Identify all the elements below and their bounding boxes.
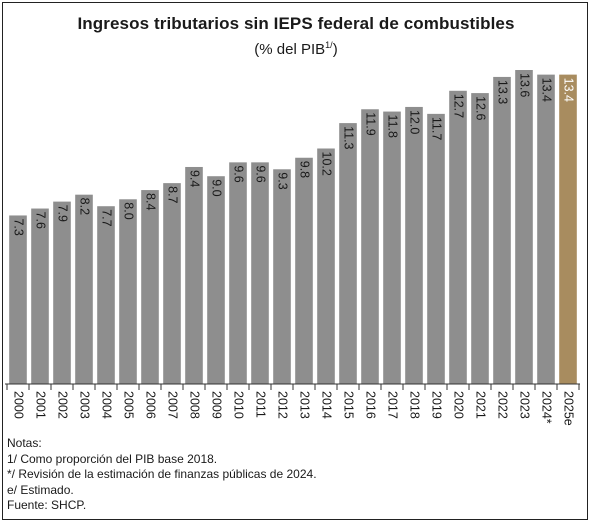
chart-title: Ingresos tributarios sin IEPS federal de… bbox=[77, 14, 515, 33]
subtitle-footnote-mark: 1/ bbox=[325, 40, 333, 50]
x-tick-label-2000: 2000 bbox=[12, 391, 26, 419]
data-label-2000: 7.3 bbox=[12, 218, 26, 235]
bar-2024* bbox=[537, 74, 555, 385]
x-tick-label-2021: 2021 bbox=[474, 391, 488, 419]
x-tick-label-2012: 2012 bbox=[276, 391, 290, 419]
data-label-2015: 11.3 bbox=[342, 126, 356, 149]
bar-2021 bbox=[471, 93, 489, 384]
x-tick-label-2013: 2013 bbox=[298, 391, 312, 419]
x-tick-label-2015: 2015 bbox=[342, 391, 356, 419]
data-label-2012: 9.3 bbox=[276, 172, 290, 189]
bar-2000 bbox=[9, 215, 27, 384]
x-tick-label-2006: 2006 bbox=[144, 391, 158, 419]
bar-2012 bbox=[273, 169, 291, 384]
chart-notes: Notas: 1/ Como proporción del PIB base 2… bbox=[7, 436, 317, 514]
data-label-2001: 7.6 bbox=[34, 212, 48, 229]
x-tick-label-2004: 2004 bbox=[100, 391, 114, 419]
data-label-2013: 9.8 bbox=[298, 161, 312, 178]
x-tick-label-2011: 2011 bbox=[254, 391, 268, 418]
bar-2004 bbox=[97, 206, 115, 384]
x-tick-label-2023: 2023 bbox=[518, 391, 532, 419]
x-tick-label-2018: 2018 bbox=[408, 391, 422, 419]
bar-2011 bbox=[251, 162, 269, 384]
bar-2015 bbox=[339, 123, 357, 384]
x-tick-label-2001: 2001 bbox=[34, 391, 48, 419]
x-tick-label-2005: 2005 bbox=[122, 391, 136, 419]
x-tick-label-2007: 2007 bbox=[166, 391, 180, 419]
bar-2016 bbox=[361, 109, 379, 384]
data-label-2023: 13.6 bbox=[518, 73, 532, 97]
bar-2001 bbox=[31, 208, 49, 384]
subtitle-text: (% del PIB bbox=[254, 41, 326, 58]
x-tick-label-2002: 2002 bbox=[56, 391, 70, 419]
x-tick-label-2022: 2022 bbox=[496, 391, 510, 419]
data-label-2006: 8.4 bbox=[144, 193, 158, 210]
data-label-2025e: 13.4 bbox=[562, 78, 576, 102]
bar-2003 bbox=[75, 194, 93, 384]
bar-2018 bbox=[405, 106, 423, 384]
data-label-2010: 9.6 bbox=[232, 165, 246, 182]
x-tick-label-2020: 2020 bbox=[452, 391, 466, 419]
note-3: e/ Estimado. bbox=[7, 482, 74, 497]
data-label-2009: 9.0 bbox=[210, 179, 224, 196]
bar-2025e bbox=[559, 74, 577, 385]
x-tick-label-2019: 2019 bbox=[430, 391, 444, 419]
data-label-2004: 7.7 bbox=[100, 209, 114, 226]
bar-2007 bbox=[163, 183, 181, 384]
notes-heading: Notas: bbox=[7, 436, 42, 450]
data-label-2002: 7.9 bbox=[56, 205, 70, 222]
x-tick-label-2014: 2014 bbox=[320, 391, 334, 419]
bar-2019 bbox=[427, 113, 445, 385]
bar-2023 bbox=[515, 70, 533, 384]
subtitle-close: ) bbox=[332, 41, 338, 58]
x-tick-label-2009: 2009 bbox=[210, 391, 224, 419]
bar-2005 bbox=[119, 199, 137, 384]
data-label-2017: 11.8 bbox=[386, 115, 400, 138]
x-tick-label-2025e: 2025e bbox=[562, 391, 576, 426]
bar-2020 bbox=[449, 90, 467, 384]
note-2: */ Revisión de la estimación de finanzas… bbox=[7, 467, 317, 481]
bar-2006 bbox=[141, 190, 159, 384]
x-tick-label-2016: 2016 bbox=[364, 391, 378, 419]
data-label-2014: 10.2 bbox=[320, 152, 334, 176]
data-label-2018: 12.0 bbox=[408, 110, 422, 134]
x-tick-label-2008: 2008 bbox=[188, 391, 202, 419]
data-label-2024*: 13.4 bbox=[540, 78, 554, 102]
x-tick-label-2017: 2017 bbox=[386, 391, 400, 419]
note-source: Fuente: SHCP. bbox=[7, 498, 87, 512]
data-label-2011: 9.6 bbox=[254, 165, 268, 182]
note-1: 1/ Como proporción del PIB base 2018. bbox=[7, 451, 218, 466]
data-label-2007: 8.7 bbox=[166, 186, 180, 203]
bar-2013 bbox=[295, 157, 313, 384]
bar-2014 bbox=[317, 148, 335, 384]
data-label-2008: 9.4 bbox=[188, 170, 202, 187]
data-label-2019: 11.7 bbox=[430, 117, 444, 140]
bar-2002 bbox=[53, 201, 71, 384]
bar-2022 bbox=[493, 76, 511, 385]
x-tick-label-2010: 2010 bbox=[232, 391, 246, 419]
bar-2017 bbox=[383, 111, 401, 384]
data-label-2022: 13.3 bbox=[496, 80, 510, 104]
bar-2009 bbox=[207, 176, 225, 384]
x-tick-label-2003: 2003 bbox=[78, 391, 92, 419]
data-label-2020: 12.7 bbox=[452, 94, 466, 118]
data-label-2016: 11.9 bbox=[364, 112, 378, 135]
bar-2010 bbox=[229, 162, 247, 384]
data-label-2005: 8.0 bbox=[122, 202, 136, 219]
data-label-2021: 12.6 bbox=[474, 96, 488, 120]
x-tick-label-2024*: 2024* bbox=[540, 391, 554, 424]
chart-frame bbox=[2, 2, 588, 520]
bar-2008 bbox=[185, 166, 203, 384]
chart-subtitle: (% del PIB1/) bbox=[0, 40, 592, 58]
data-label-2003: 8.2 bbox=[78, 198, 92, 215]
